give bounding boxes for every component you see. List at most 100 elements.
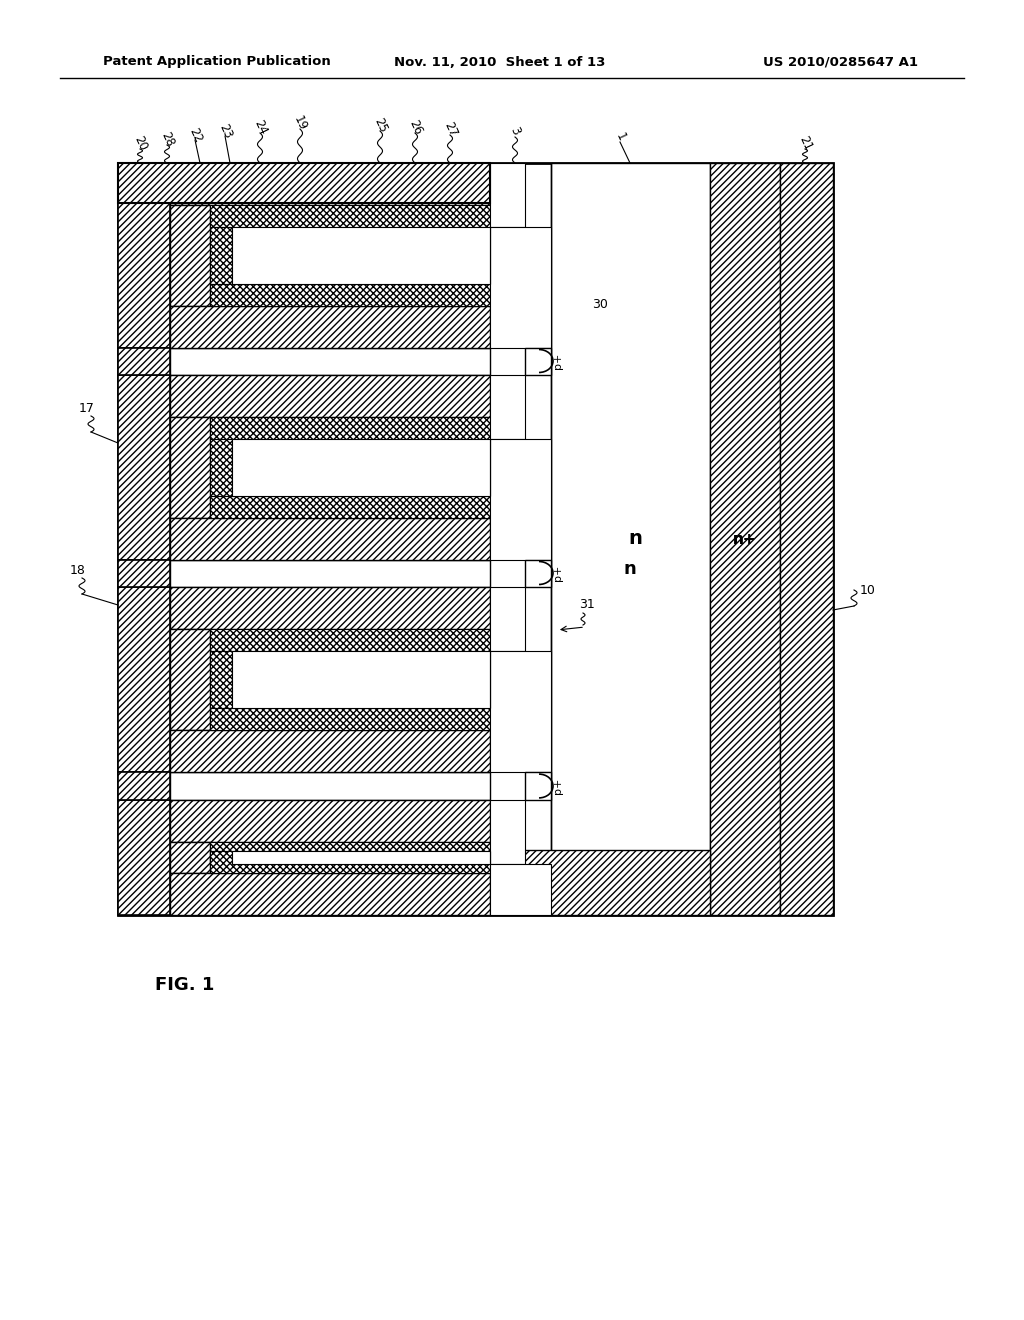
Text: n+: n+ (508, 826, 516, 838)
Text: 25: 25 (371, 116, 389, 135)
Bar (118, 162, 170, 348)
Text: p: p (456, 854, 464, 866)
Text: n+: n+ (508, 401, 516, 413)
Bar (170, 800, 490, 842)
Text: 3: 3 (508, 125, 522, 137)
Text: 23: 23 (216, 121, 234, 140)
Bar (170, 842, 210, 873)
Text: n: n (624, 560, 636, 578)
Text: 19: 19 (291, 114, 309, 132)
Bar (170, 517, 490, 560)
Bar (210, 284, 490, 306)
Text: n+: n+ (733, 532, 757, 546)
Bar (490, 440, 551, 560)
Bar (170, 417, 210, 517)
Text: p: p (456, 235, 464, 248)
Text: 26: 26 (406, 117, 424, 136)
Bar (210, 851, 490, 873)
Bar (170, 162, 490, 205)
Bar (210, 842, 490, 865)
Bar (118, 162, 490, 203)
Text: 22: 22 (186, 125, 204, 145)
Bar (780, 162, 833, 915)
Bar (118, 348, 170, 375)
Text: n+: n+ (508, 612, 516, 626)
Bar (210, 651, 232, 708)
Text: p+: p+ (553, 777, 563, 795)
Text: 18: 18 (70, 564, 86, 577)
Text: 27: 27 (441, 119, 459, 139)
Bar (118, 587, 170, 772)
Text: p: p (456, 263, 464, 276)
Text: 31: 31 (580, 598, 595, 611)
Text: 30: 30 (592, 298, 608, 312)
Bar (210, 227, 232, 284)
Text: n+: n+ (319, 459, 341, 474)
Text: p: p (456, 847, 464, 861)
Text: p: p (456, 474, 464, 487)
Text: n+: n+ (319, 248, 341, 261)
Bar (170, 630, 210, 730)
Bar (210, 630, 490, 651)
Bar (170, 348, 490, 375)
Bar (490, 162, 525, 227)
Bar (490, 375, 525, 440)
Text: n: n (628, 529, 642, 549)
Bar (210, 205, 490, 227)
Bar (490, 800, 525, 865)
Text: p: p (456, 686, 464, 700)
Bar (170, 730, 490, 772)
Bar (490, 587, 525, 651)
Bar (118, 375, 170, 560)
Text: n+: n+ (319, 850, 341, 865)
Text: 17: 17 (79, 401, 95, 414)
Bar (170, 873, 490, 915)
Text: p: p (532, 496, 542, 502)
Bar (118, 850, 710, 915)
Text: 28: 28 (158, 129, 176, 148)
Text: p: p (456, 446, 464, 459)
Text: p+: p+ (553, 352, 563, 370)
Text: p: p (532, 709, 542, 714)
Bar (118, 560, 170, 587)
Bar (210, 708, 490, 730)
Text: FIG. 1: FIG. 1 (155, 975, 214, 994)
Bar (710, 162, 780, 915)
Text: p: p (532, 284, 542, 289)
Text: Patent Application Publication: Patent Application Publication (103, 55, 331, 69)
Bar (490, 865, 551, 915)
Text: 24: 24 (251, 117, 269, 136)
Bar (210, 440, 232, 496)
Text: n+: n+ (733, 532, 757, 546)
Text: 20: 20 (131, 133, 150, 153)
Text: 1: 1 (612, 131, 628, 143)
Bar (525, 348, 551, 375)
Bar (170, 375, 490, 417)
Bar (232, 440, 490, 496)
Text: p+: p+ (553, 565, 563, 581)
Bar (210, 851, 232, 865)
Bar (490, 651, 551, 772)
Bar (490, 227, 551, 348)
Bar (170, 306, 490, 348)
Text: n+: n+ (508, 189, 516, 201)
Text: p: p (456, 659, 464, 672)
Bar (232, 851, 490, 865)
Text: 21: 21 (796, 133, 814, 153)
Bar (118, 162, 833, 915)
Text: Nov. 11, 2010  Sheet 1 of 13: Nov. 11, 2010 Sheet 1 of 13 (394, 55, 605, 69)
Bar (551, 162, 710, 915)
Text: 10: 10 (860, 583, 876, 597)
Bar (525, 772, 551, 800)
Bar (210, 417, 490, 440)
Bar (170, 560, 490, 587)
Bar (232, 227, 490, 284)
Bar (118, 800, 170, 915)
Bar (525, 560, 551, 587)
Bar (232, 651, 490, 708)
Bar (118, 772, 170, 800)
Text: n+: n+ (319, 672, 341, 686)
Bar (170, 205, 210, 306)
Text: p: p (532, 886, 542, 892)
Bar (170, 587, 490, 630)
